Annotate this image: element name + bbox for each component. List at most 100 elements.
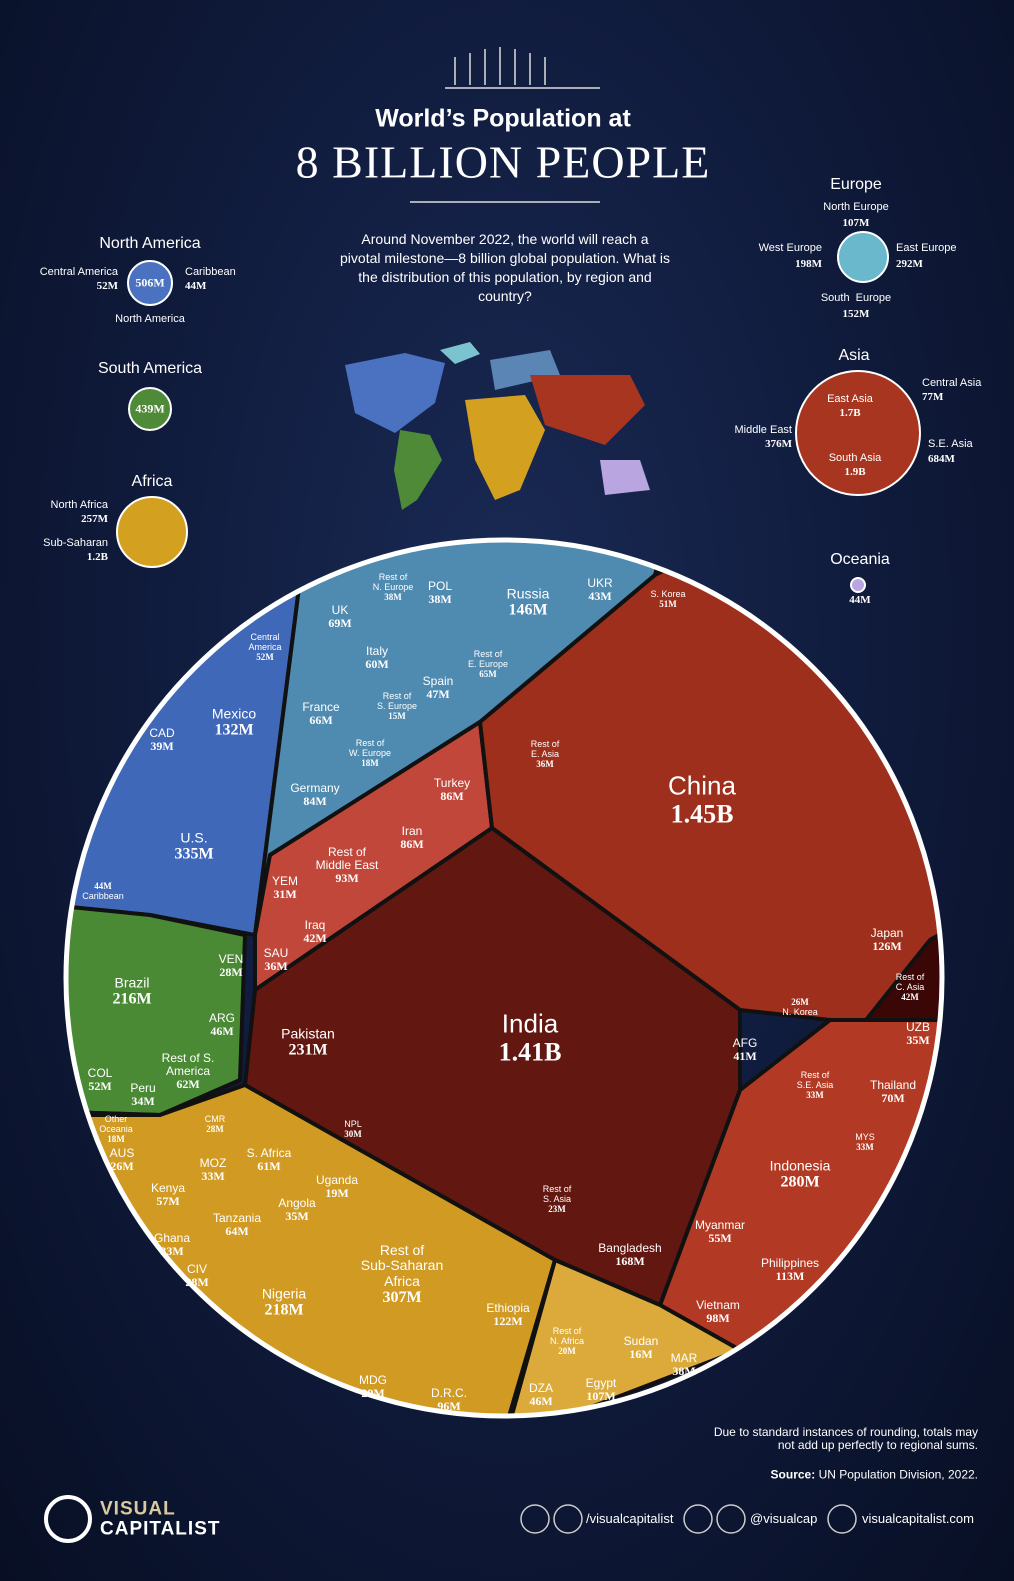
cell-label: Rest of S. Europe 15M bbox=[376, 691, 418, 722]
cell-value: 218M bbox=[264, 1301, 304, 1319]
cell-label: Rest of Middle East 93M bbox=[316, 846, 379, 886]
cell-name: Rest of Sub-Saharan Africa bbox=[360, 1242, 444, 1289]
cell-value: 18M bbox=[361, 757, 379, 768]
cell-name: Rest of S. Europe bbox=[376, 691, 418, 712]
cell-name: CAD bbox=[149, 725, 175, 740]
cell-name: AFG bbox=[732, 1035, 758, 1050]
cell-value: 38M bbox=[672, 1364, 696, 1378]
cell-value: 231M bbox=[288, 1041, 328, 1059]
part-value: 107M bbox=[842, 216, 870, 229]
source-label: Source: bbox=[770, 1467, 816, 1482]
part-name: East Europe bbox=[896, 241, 957, 254]
cell-name: U.S. bbox=[180, 829, 208, 846]
cell-value: 46M bbox=[529, 1394, 553, 1408]
source: Source: UN Population Division, 2022. bbox=[771, 1468, 978, 1481]
cell-name: NPL bbox=[344, 1119, 362, 1130]
cell-name: MAR bbox=[670, 1350, 698, 1365]
part-name: North Africa bbox=[50, 498, 108, 511]
cell-label: Bangladesh 168M bbox=[598, 1241, 661, 1268]
cell-label: Other Oceania 18M bbox=[99, 1114, 133, 1145]
cell-name: Spain bbox=[422, 673, 454, 688]
cell-name: Peru bbox=[130, 1080, 156, 1095]
intro: Around November 2022, the world will rea… bbox=[340, 231, 670, 304]
cell-name: UK bbox=[331, 602, 349, 617]
cell-label: Rest of W. Europe 18M bbox=[349, 738, 391, 769]
cell-name: Central America bbox=[248, 632, 282, 653]
cell-value: 52M bbox=[256, 651, 274, 662]
cell-name: MDG bbox=[359, 1372, 387, 1387]
part-name: East Asia bbox=[827, 392, 873, 405]
cell-label: U.S. 335M bbox=[174, 829, 213, 864]
cell-value: 168M bbox=[615, 1254, 645, 1268]
cell-value: 98M bbox=[706, 1311, 730, 1325]
cell-label: Ethiopia 122M bbox=[486, 1301, 529, 1328]
cell-name: India bbox=[501, 1008, 559, 1039]
cell-name: Rest of C. Asia bbox=[895, 972, 925, 993]
facebook[interactable]: /visualcapitalist bbox=[586, 1510, 674, 1526]
cell-label: UKR 43M bbox=[587, 575, 613, 603]
cell-value: 60M bbox=[365, 657, 389, 671]
cell-name: Nigeria bbox=[261, 1285, 307, 1302]
cell-value: 1.41B bbox=[498, 1037, 562, 1066]
cell-value: 28M bbox=[185, 1275, 209, 1289]
cell-label: Italy 60M bbox=[365, 643, 389, 671]
cell-label: Philippines 113M bbox=[760, 1255, 820, 1283]
cell-name: Myanmar bbox=[694, 1217, 746, 1232]
cell-name: Vietnam bbox=[696, 1297, 740, 1312]
cell-label: MYS 33M bbox=[855, 1132, 875, 1153]
cell-name: MYS bbox=[855, 1132, 875, 1143]
cell-name: Philippines bbox=[760, 1255, 820, 1270]
twitter[interactable]: @visualcap bbox=[750, 1510, 818, 1526]
cell-value: 35M bbox=[285, 1209, 309, 1223]
part-name: West Europe bbox=[758, 241, 822, 254]
cell-label: Spain 47M bbox=[422, 673, 454, 701]
region-title: Europe bbox=[830, 176, 882, 194]
cell-name: Tanzania bbox=[212, 1210, 262, 1225]
cell-value: 126M bbox=[872, 939, 902, 953]
cell-name: Rest of S.E. Asia bbox=[796, 1070, 834, 1091]
cell-label: CIV 28M bbox=[185, 1262, 209, 1289]
cell-label: Rest of C. Asia 42M bbox=[895, 972, 925, 1003]
cell-value: 23M bbox=[548, 1203, 566, 1214]
part-value: 1.2B bbox=[86, 550, 108, 563]
cell-label: Japan 126M bbox=[871, 926, 904, 953]
cell-name: D.R.C. bbox=[431, 1385, 467, 1400]
cell-label: MAR 38M bbox=[670, 1350, 698, 1378]
website[interactable]: visualcapitalist.com bbox=[862, 1510, 974, 1526]
part-name: Middle East bbox=[734, 423, 792, 436]
cell-value: 93M bbox=[335, 871, 359, 886]
cell-value: 20M bbox=[558, 1345, 576, 1356]
cell-name: MOZ bbox=[199, 1155, 227, 1170]
cell-name: Iraq bbox=[304, 917, 326, 932]
cell-label: Ghana 33M bbox=[154, 1231, 190, 1258]
region-title: Asia bbox=[838, 347, 870, 365]
cell-value: 33M bbox=[160, 1244, 184, 1258]
cell-name: UKR bbox=[587, 575, 613, 590]
cell-name: Rest of E. Europe bbox=[467, 649, 509, 670]
cell-value: 113M bbox=[775, 1269, 805, 1283]
cell-value: 86M bbox=[440, 789, 464, 803]
cell-label: Angola 35M bbox=[278, 1196, 315, 1223]
cell-name: Brazil bbox=[114, 974, 150, 991]
cell-label: MDG 29M bbox=[359, 1372, 387, 1400]
header-icon bbox=[410, 47, 600, 203]
cell-value: 42M bbox=[303, 931, 327, 945]
cell-label: Rest of E. Europe 65M bbox=[467, 649, 509, 680]
part-name: North Europe bbox=[823, 200, 889, 213]
part-value: 52M bbox=[96, 279, 118, 292]
part-value: 684M bbox=[928, 452, 955, 465]
cell-value: 33M bbox=[856, 1142, 874, 1152]
cell-name: Italy bbox=[365, 643, 389, 658]
region-title: North America bbox=[99, 235, 201, 253]
cell-label: COL 52M bbox=[88, 1066, 113, 1093]
cell-name: Other Oceania bbox=[99, 1114, 133, 1135]
cell-value: 29M bbox=[361, 1386, 385, 1400]
cell-label: CMR 28M bbox=[205, 1114, 226, 1135]
part-name: Central America bbox=[39, 265, 118, 278]
cell-label: Indonesia 280M bbox=[770, 1158, 831, 1192]
title: World’s Population at bbox=[375, 104, 631, 133]
cell-value: 30M bbox=[344, 1129, 362, 1139]
cell-label: 44M Caribbean bbox=[82, 881, 124, 902]
cell-name: VEN bbox=[218, 951, 244, 966]
cell-value: 1.45B bbox=[670, 799, 734, 828]
